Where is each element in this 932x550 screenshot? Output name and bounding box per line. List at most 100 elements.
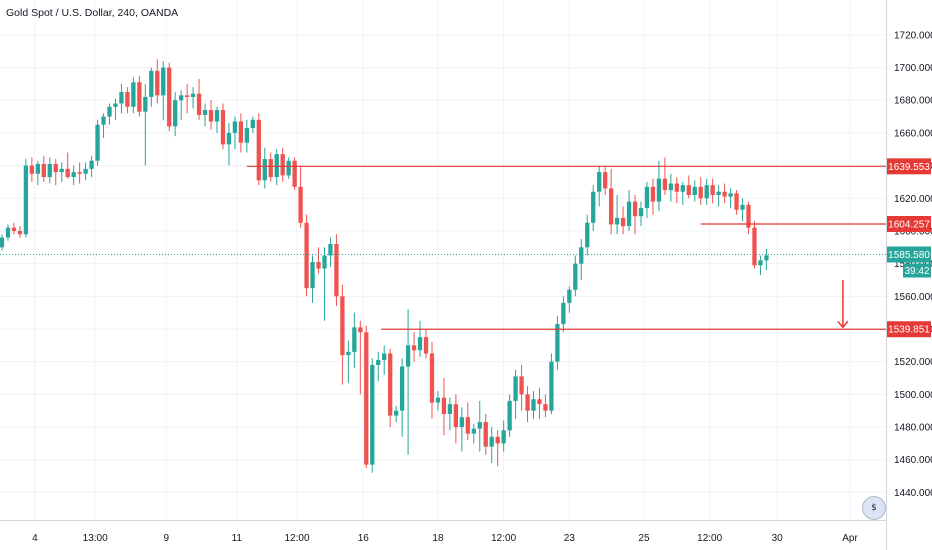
candle-body — [435, 397, 441, 403]
candle-body — [262, 159, 267, 181]
time-tick-label: 30 — [772, 533, 784, 544]
candle-body — [376, 360, 381, 365]
down-arrow-head — [837, 320, 849, 329]
candle-body — [47, 163, 52, 178]
candle-body — [501, 430, 506, 444]
candle-body — [334, 244, 339, 297]
time-tick-label: 12:00 — [697, 533, 722, 544]
time-tick-label: 25 — [638, 533, 650, 544]
candle-body — [298, 186, 303, 223]
candle-body — [555, 324, 560, 362]
candle-body — [155, 70, 160, 96]
down-arrow-icon — [837, 279, 849, 329]
candle-body — [208, 110, 214, 122]
price-tick-label: 1700.000 — [894, 63, 932, 74]
price-tick-label: 1500.000 — [894, 390, 932, 401]
candle-body — [704, 185, 709, 199]
candle-body — [107, 106, 112, 117]
candle-body — [567, 289, 572, 303]
candle-body — [226, 132, 232, 145]
candle-body — [274, 154, 279, 178]
candle-body — [507, 400, 512, 431]
candle-body — [483, 422, 488, 447]
candle-body — [710, 185, 715, 196]
candle-body — [489, 436, 494, 447]
candle-body — [119, 92, 124, 104]
countdown-label: 39:42 — [904, 266, 929, 277]
level-price-tag — [887, 321, 931, 338]
candle-body — [620, 217, 626, 227]
candle-body — [573, 263, 578, 290]
price-tick-label: 1620.000 — [894, 194, 932, 205]
candle-body — [608, 188, 614, 225]
candle-body — [459, 417, 464, 428]
time-tick-label: 18 — [432, 533, 444, 544]
candle-body — [190, 93, 196, 97]
candle-body — [220, 110, 226, 145]
time-tick-label: 16 — [358, 533, 370, 544]
time-tick-label: 12:00 — [285, 533, 310, 544]
candle-body — [328, 244, 333, 256]
candle-body — [561, 302, 566, 325]
candle-body — [310, 262, 315, 289]
candle-body — [662, 178, 668, 191]
candle-body — [597, 172, 602, 192]
price-tick-label: 1660.000 — [894, 128, 932, 139]
candle-body — [728, 193, 733, 197]
flag-badge-icon[interactable]: $ — [862, 496, 886, 520]
candle-body — [250, 119, 255, 129]
price-tick-label: 1480.000 — [894, 423, 932, 434]
level-price-label: 1639.553 — [888, 162, 930, 173]
candle-body — [131, 82, 136, 107]
candle-body — [322, 255, 327, 269]
candle-body — [364, 332, 369, 465]
time-tick-label: 12:00 — [491, 533, 516, 544]
candle-body — [465, 417, 470, 434]
level-price-tag — [887, 158, 931, 175]
candle-body — [292, 160, 297, 187]
candle-body — [179, 95, 184, 101]
candle-body — [214, 110, 220, 122]
candle-body — [423, 337, 429, 354]
candle-body — [83, 168, 88, 174]
candle-body — [429, 353, 435, 403]
time-tick-label: 9 — [163, 533, 169, 544]
candle-body — [585, 222, 590, 248]
candle-body — [196, 93, 202, 115]
price-tick-label: 1520.000 — [894, 357, 932, 368]
candle-body — [11, 227, 17, 231]
level-price-label: 1539.851 — [888, 325, 930, 336]
level-layer — [0, 165, 886, 330]
candle-body — [244, 128, 250, 143]
candle-body — [173, 100, 178, 127]
candle-body — [579, 247, 584, 264]
candle-body — [716, 191, 721, 196]
time-tick-label: Apr — [842, 533, 858, 544]
candle-body — [35, 163, 40, 174]
candle-body — [370, 364, 375, 465]
candle-body — [477, 422, 482, 429]
time-tick-label: 23 — [564, 533, 576, 544]
candle-body — [59, 168, 64, 173]
candle-body — [680, 185, 685, 192]
candle-body — [238, 121, 244, 143]
price-tick-label: 1560.000 — [894, 292, 932, 303]
time-axis[interactable]: 4 13:00 9 11 12:00 16 18 12:00 23 25 12:00 30 Apr — [0, 520, 886, 545]
price-tick-label: 1720.000 — [894, 30, 932, 41]
candle-body — [614, 217, 620, 225]
candle-body — [95, 124, 100, 161]
candle-body — [89, 160, 94, 169]
candle-body — [101, 116, 106, 125]
candle-body — [495, 436, 500, 444]
candle-body — [184, 95, 190, 97]
candle-body — [734, 193, 739, 210]
candle-body — [394, 410, 399, 416]
candle-body — [316, 262, 321, 269]
candle-body — [143, 96, 148, 112]
candle-body — [549, 361, 554, 411]
candle-body — [632, 201, 638, 217]
candle-body — [23, 165, 29, 235]
chart-title: Gold Spot / U.S. Dollar, 240, OANDA — [6, 7, 179, 19]
